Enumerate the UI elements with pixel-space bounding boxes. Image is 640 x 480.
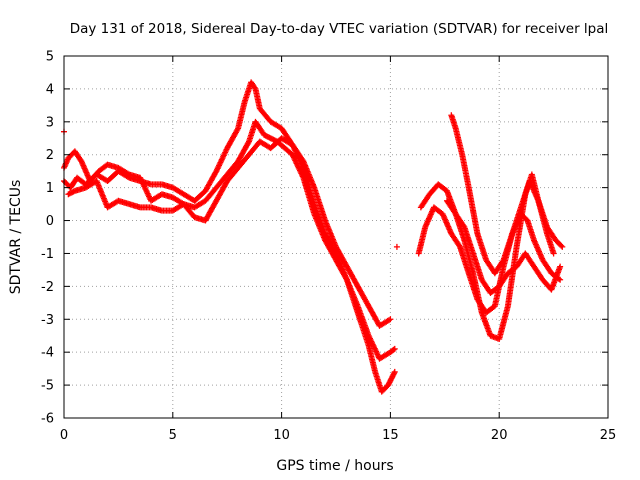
data-point — [390, 346, 397, 353]
x-tick-label: 20 — [491, 428, 508, 443]
y-tick-label: -5 — [41, 379, 54, 394]
y-tick-label: -3 — [41, 313, 54, 328]
series-track-3 — [65, 135, 394, 329]
data-point — [251, 84, 258, 91]
data-point — [234, 126, 241, 133]
series-track-2 — [61, 118, 398, 362]
series-track-4 — [415, 204, 564, 316]
series-track-6 — [448, 112, 557, 277]
data-point — [393, 243, 400, 250]
y-tick-label: 2 — [46, 148, 54, 163]
grid — [64, 56, 608, 418]
y-tick-label: 5 — [46, 50, 54, 65]
y-tick-label: 3 — [46, 115, 54, 130]
series-track-1 — [61, 79, 398, 395]
data-point — [387, 316, 394, 323]
data-point — [558, 242, 565, 249]
x-tick-label: 10 — [273, 428, 290, 443]
y-tick-label: -4 — [41, 346, 54, 361]
y-tick-label: 4 — [46, 82, 54, 97]
y-tick-label: -6 — [41, 412, 54, 427]
series-track-7 — [443, 197, 564, 296]
y-tick-label: 1 — [46, 181, 54, 196]
data-point — [343, 275, 350, 282]
x-tick-label: 15 — [382, 428, 399, 443]
y-tick-label: -2 — [41, 280, 54, 295]
plot-frame — [63, 55, 609, 419]
x-tick-label: 5 — [169, 428, 177, 443]
y-tick-label: -1 — [41, 247, 54, 262]
chart-title: Day 131 of 2018, Sidereal Day-to-day VTE… — [70, 21, 609, 37]
x-tick-label: 25 — [600, 428, 617, 443]
y-tick-label: 0 — [46, 214, 54, 229]
x-axis-label: GPS time / hours — [276, 458, 393, 474]
data-point — [559, 243, 566, 250]
data-points — [61, 79, 566, 395]
y-axis-label: SDTVAR / TECUs — [8, 180, 24, 295]
data-point — [391, 368, 398, 375]
axis-ticks: 0 5 10 15 20 25 -6 -5 -4 -3 -2 -1 0 1 2 3 4 5 — [41, 50, 616, 444]
data-point — [70, 188, 77, 195]
data-point — [391, 370, 398, 377]
x-tick-label: 0 — [60, 428, 68, 443]
data-point — [550, 250, 557, 257]
data-point — [391, 345, 398, 352]
data-point — [557, 263, 564, 270]
data-point — [245, 139, 252, 146]
